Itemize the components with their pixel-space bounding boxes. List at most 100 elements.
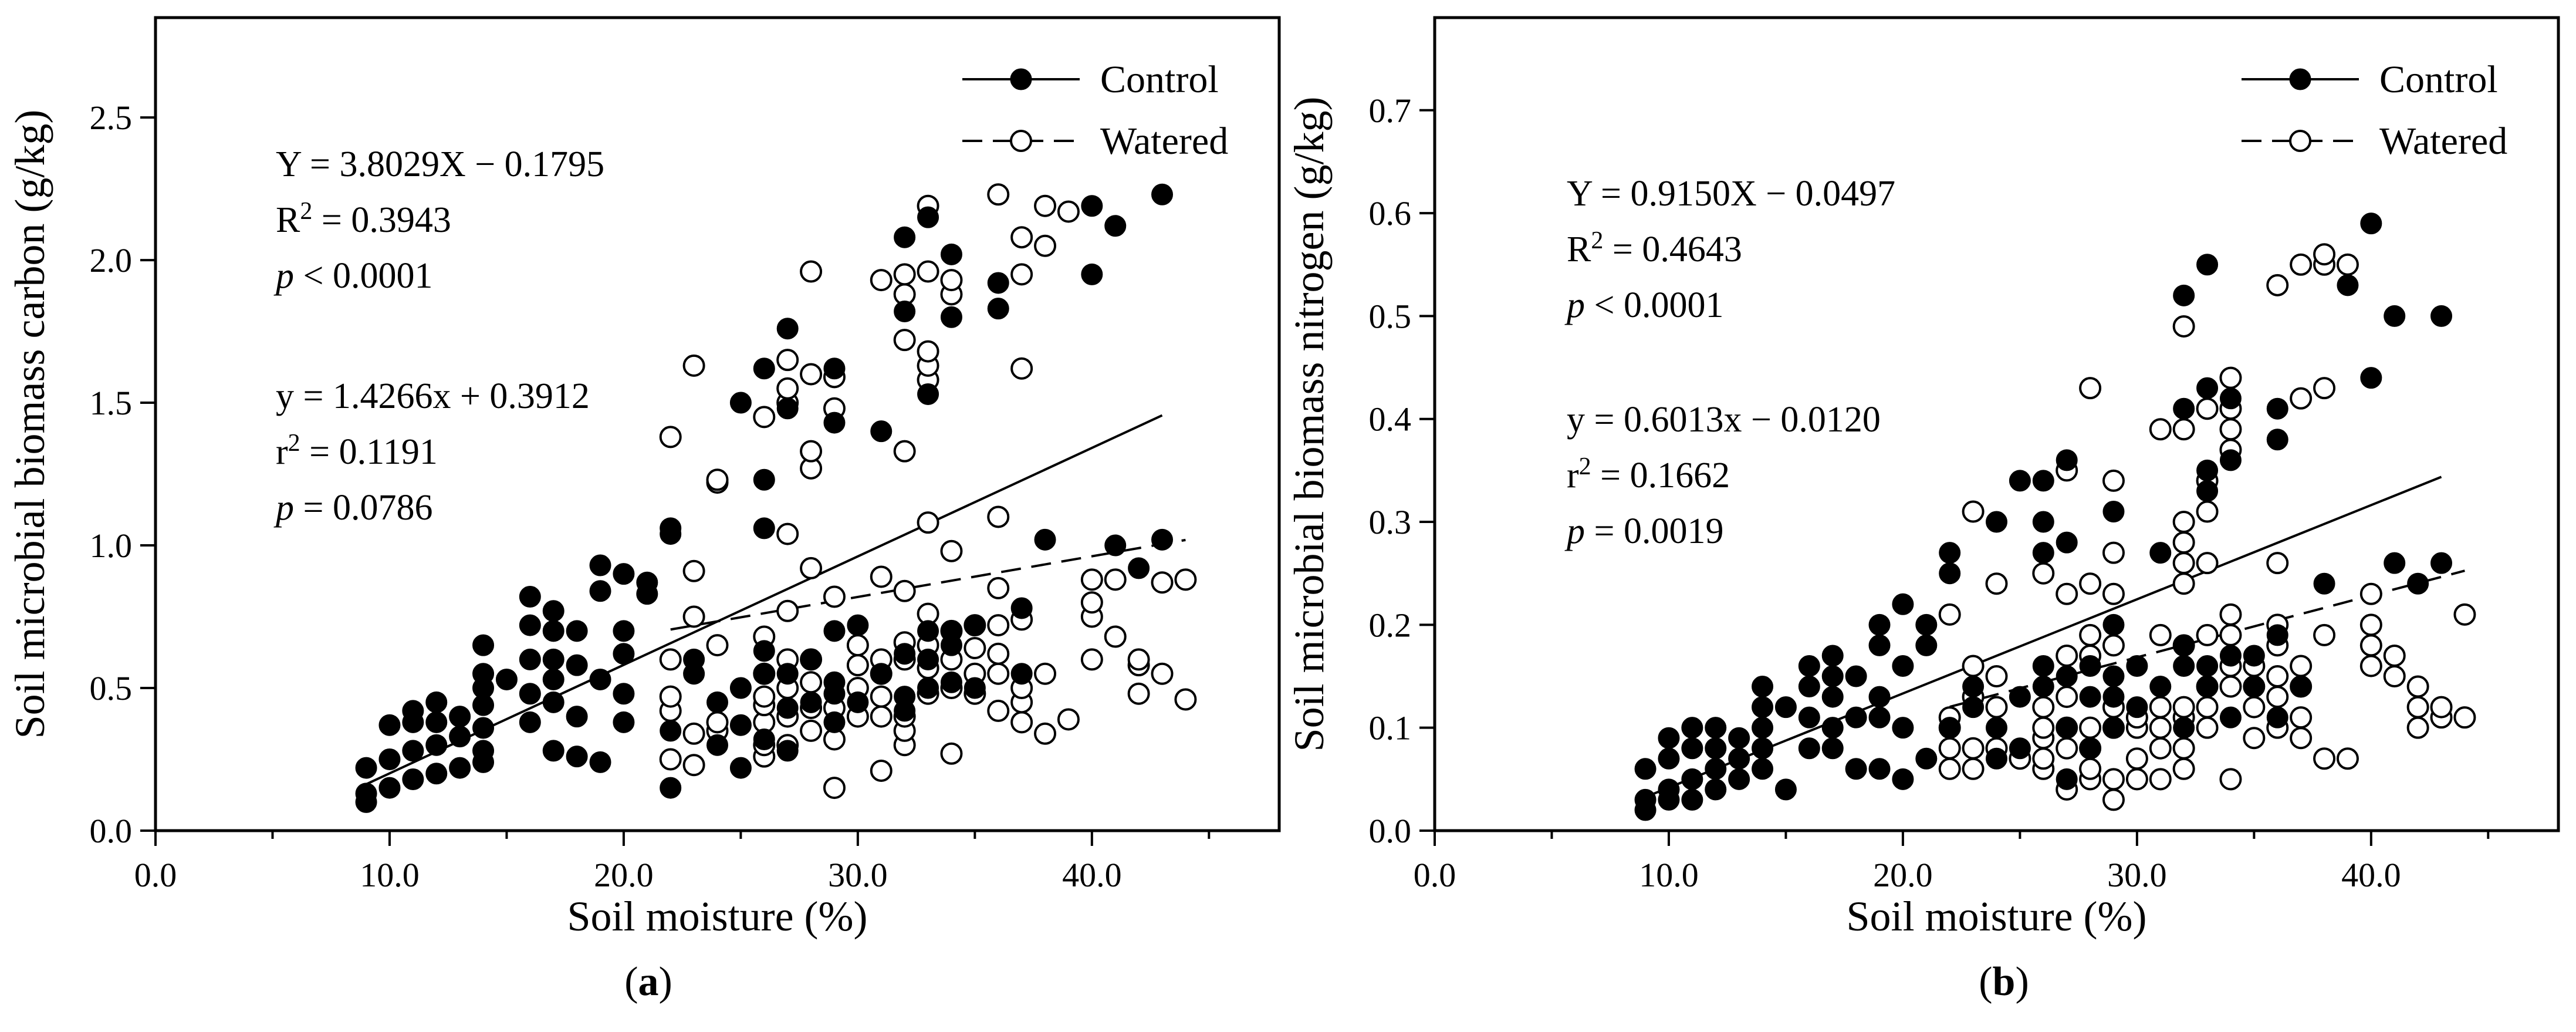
- watered-point: [2149, 418, 2172, 441]
- x-tick-label: 30.0: [828, 856, 888, 894]
- control-point: [542, 740, 564, 762]
- control-point: [1821, 686, 1844, 708]
- control-point: [1798, 655, 1820, 677]
- control-point: [1681, 768, 1703, 790]
- control-p-value: p < 0.0001: [1564, 285, 1723, 325]
- control-point: [355, 783, 377, 805]
- control-point: [1915, 634, 1938, 656]
- control-point: [753, 663, 775, 685]
- control-point: [2196, 480, 2219, 502]
- control-point: [2243, 645, 2265, 667]
- control-point: [1752, 696, 1774, 719]
- control-point: [1634, 788, 1657, 811]
- control-point: [1128, 557, 1150, 579]
- watered-point: [2406, 716, 2429, 739]
- control-point: [2079, 686, 2101, 708]
- watered-point: [2359, 634, 2382, 657]
- control-point: [987, 298, 1009, 320]
- watered-equation: y = 1.4266x + 0.3912: [276, 376, 590, 416]
- control-point: [1752, 676, 1774, 698]
- watered-point: [2266, 686, 2289, 709]
- y-tick-label: 0.0: [1369, 812, 1412, 850]
- control-point: [2266, 706, 2288, 729]
- control-point: [566, 706, 588, 728]
- control-point: [1868, 758, 1891, 780]
- watered-point: [987, 642, 1010, 665]
- watered-point: [2172, 757, 2195, 780]
- watered-point: [2196, 397, 2219, 420]
- control-point: [1798, 676, 1820, 698]
- control-point: [2360, 213, 2382, 235]
- control-point: [519, 614, 541, 636]
- watered-point: [823, 585, 846, 608]
- control-point: [776, 740, 799, 762]
- watered-point: [1010, 357, 1033, 380]
- plot-frame: [1433, 16, 2560, 832]
- watered-point: [2406, 696, 2429, 719]
- watered-point: [776, 599, 799, 622]
- control-point: [1986, 747, 2007, 770]
- control-point: [1892, 768, 1914, 790]
- watered-point: [1104, 568, 1127, 591]
- y-tick-label: 0.1: [1369, 709, 1412, 747]
- control-point: [1939, 562, 1961, 585]
- watered-point: [2172, 737, 2195, 760]
- y-tick-label: 0.5: [90, 669, 133, 707]
- watered-point: [1127, 682, 1150, 705]
- control-fit-line: [1645, 475, 2442, 798]
- control-point: [894, 226, 916, 248]
- y-tick-label: 2.0: [90, 241, 133, 279]
- control-point: [2384, 305, 2406, 327]
- control-point: [589, 554, 611, 576]
- watered-point: [1080, 648, 1103, 671]
- control-point: [2219, 706, 2242, 729]
- watered-point: [2172, 696, 2195, 719]
- control-point: [613, 643, 635, 665]
- watered-point: [940, 742, 963, 765]
- y-tick-label: 0.2: [1369, 606, 1412, 644]
- watered-point: [682, 722, 705, 745]
- control-point: [2173, 397, 2195, 420]
- control-point: [402, 740, 424, 762]
- control-point: [613, 683, 635, 705]
- watered-point: [1938, 737, 1961, 760]
- control-point: [1151, 528, 1174, 551]
- watered-point: [2102, 469, 2125, 492]
- watered-point: [2172, 315, 2195, 338]
- control-point: [2056, 768, 2078, 790]
- watered-point: [870, 269, 893, 292]
- x-tick-label: 20.0: [1873, 856, 1933, 894]
- control-point: [402, 768, 424, 791]
- control-point: [589, 580, 611, 602]
- watered-point: [659, 648, 682, 671]
- control-point: [378, 748, 401, 771]
- control-point: [2173, 717, 2195, 739]
- watered-point: [2290, 387, 2313, 410]
- control-point: [1728, 747, 1750, 770]
- control-point: [1104, 534, 1127, 557]
- control-point: [917, 648, 939, 670]
- watered-point: [846, 654, 869, 677]
- control-point: [1774, 778, 1797, 801]
- watered-point: [940, 269, 963, 292]
- control-point: [589, 668, 611, 690]
- control-point: [2196, 676, 2219, 698]
- control-point: [2126, 696, 2148, 719]
- watered-point: [1057, 200, 1080, 223]
- control-point: [2430, 552, 2453, 574]
- control-point: [776, 397, 799, 420]
- control-point: [2056, 665, 2078, 687]
- control-r-squared: R2 = 0.3943: [276, 198, 451, 240]
- control-point: [1962, 696, 1985, 719]
- watered-point: [753, 685, 776, 708]
- watered-point: [1080, 591, 1103, 614]
- watered-point: [1127, 648, 1150, 671]
- watered-point: [800, 557, 823, 579]
- control-point: [2102, 665, 2125, 687]
- control-point: [542, 620, 564, 642]
- x-axis-label: Soil moisture (%): [1847, 893, 2147, 940]
- control-point: [472, 740, 495, 762]
- watered-point: [2453, 603, 2476, 626]
- watered-point: [2336, 747, 2359, 770]
- control-point: [1705, 737, 1727, 760]
